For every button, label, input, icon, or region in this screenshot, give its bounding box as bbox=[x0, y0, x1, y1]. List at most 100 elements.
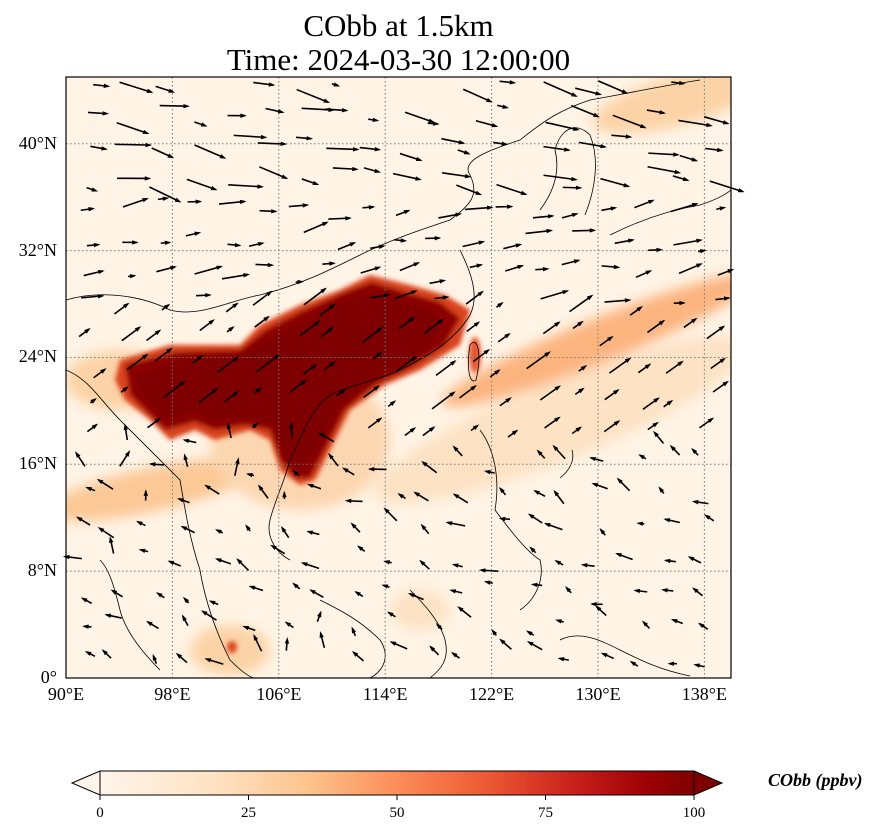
wind-arrow bbox=[357, 545, 366, 552]
wind-arrow bbox=[616, 477, 631, 492]
wind-arrow bbox=[638, 454, 647, 460]
colorbar-tick-label: 50 bbox=[389, 805, 405, 821]
wind-arrow bbox=[442, 171, 472, 179]
wind-arrow bbox=[161, 303, 171, 311]
wind-arrow bbox=[270, 544, 286, 555]
wind-arrow bbox=[252, 290, 273, 306]
wind-arrow bbox=[491, 629, 497, 636]
wind-arrow bbox=[525, 228, 554, 235]
wind-arrow bbox=[395, 209, 411, 217]
lon-tick-label: 138°E bbox=[681, 684, 727, 704]
wind-arrow bbox=[691, 447, 699, 456]
wind-arrow bbox=[542, 321, 561, 335]
wind-arrow bbox=[392, 172, 422, 181]
wind-arrow bbox=[545, 121, 580, 131]
wind-arrow bbox=[420, 523, 430, 535]
wind-arrow bbox=[495, 301, 504, 308]
wind-arrow bbox=[716, 206, 727, 211]
wind-arrow bbox=[691, 500, 709, 505]
wind-arrow bbox=[635, 270, 653, 279]
wind-arrow bbox=[709, 180, 745, 193]
wind-arrow bbox=[663, 558, 676, 564]
wind-arrow bbox=[257, 484, 269, 499]
wind-arrow bbox=[540, 290, 570, 300]
wind-arrow bbox=[226, 326, 235, 333]
wind-arrow bbox=[600, 652, 615, 660]
wind-arrow bbox=[570, 104, 600, 118]
wind-arrow bbox=[452, 493, 469, 504]
wind-arrow bbox=[499, 80, 517, 85]
wind-arrow bbox=[527, 513, 543, 524]
wind-arrow bbox=[601, 264, 621, 270]
wind-arrow bbox=[663, 518, 680, 524]
wind-arrow bbox=[434, 295, 450, 300]
wind-arrow bbox=[208, 600, 219, 606]
plume-high bbox=[115, 275, 481, 653]
wind-arrow bbox=[119, 450, 131, 467]
wind-arrow bbox=[81, 294, 105, 299]
wind-arrow bbox=[227, 113, 247, 118]
wind-arrow bbox=[554, 559, 564, 566]
wind-arrow bbox=[157, 196, 170, 201]
wind-arrow bbox=[578, 364, 588, 372]
wind-arrow bbox=[359, 146, 382, 152]
wind-arrow bbox=[599, 335, 614, 347]
wind-arrow bbox=[259, 209, 278, 214]
wind-arrow bbox=[591, 482, 608, 490]
wind-arrow bbox=[399, 262, 421, 272]
wind-arrow bbox=[225, 302, 239, 313]
wind-arrow bbox=[637, 363, 652, 374]
wind-arrow bbox=[320, 326, 335, 338]
wind-arrow bbox=[93, 83, 111, 88]
wind-arrow bbox=[251, 422, 259, 429]
wind-arrow bbox=[543, 145, 571, 152]
wind-arrow bbox=[597, 80, 629, 94]
wind-arrow bbox=[445, 521, 466, 527]
wind-arrow bbox=[194, 121, 208, 127]
wind-arrow bbox=[706, 325, 726, 340]
wind-arrow bbox=[438, 212, 463, 219]
wind-arrow bbox=[673, 300, 686, 306]
wind-arrow bbox=[673, 238, 703, 246]
wind-arrow bbox=[214, 558, 232, 565]
wind-arrow bbox=[525, 630, 535, 636]
wind-arrow bbox=[198, 387, 219, 403]
lon-tick-label: 90°E bbox=[47, 684, 85, 704]
wind-arrow bbox=[642, 397, 660, 410]
wind-arrow bbox=[292, 582, 301, 590]
wind-arrow bbox=[295, 279, 305, 285]
wind-arrow bbox=[183, 453, 189, 467]
wind-arrow bbox=[458, 384, 477, 399]
wind-arrow bbox=[245, 472, 255, 478]
wind-arrow bbox=[289, 379, 307, 394]
wind-arrow bbox=[456, 184, 483, 196]
wind-arrow bbox=[389, 641, 408, 650]
wind-arrow bbox=[361, 326, 384, 344]
wind-arrow bbox=[84, 650, 96, 658]
wind-arrow bbox=[194, 144, 227, 159]
wind-arrow bbox=[612, 114, 647, 129]
wind-arrow bbox=[600, 177, 631, 188]
wind-arrow bbox=[324, 361, 336, 371]
wind-arrow bbox=[469, 263, 484, 269]
wind-arrow bbox=[462, 240, 486, 248]
wind-arrow bbox=[255, 262, 275, 268]
wind-arrow bbox=[503, 243, 523, 250]
wind-arrow bbox=[160, 240, 172, 246]
wind-arrow bbox=[215, 529, 224, 534]
wind-arrow bbox=[557, 657, 569, 662]
wind-arrow bbox=[642, 620, 651, 629]
wind-arrow bbox=[530, 582, 543, 588]
wind-arrow bbox=[86, 242, 101, 248]
wind-arrow bbox=[85, 486, 96, 492]
wind-arrow bbox=[478, 568, 499, 573]
wind-arrow bbox=[670, 203, 699, 213]
colorbar-label: CObb (ppbv) bbox=[768, 770, 863, 790]
wind-arrow bbox=[253, 81, 276, 87]
wind-arrow bbox=[425, 236, 442, 241]
wind-arrow bbox=[89, 398, 97, 404]
wind-arrow bbox=[544, 416, 561, 429]
wind-arrow bbox=[648, 247, 663, 253]
wind-arrow bbox=[363, 167, 382, 173]
wind-arrow bbox=[233, 134, 268, 140]
